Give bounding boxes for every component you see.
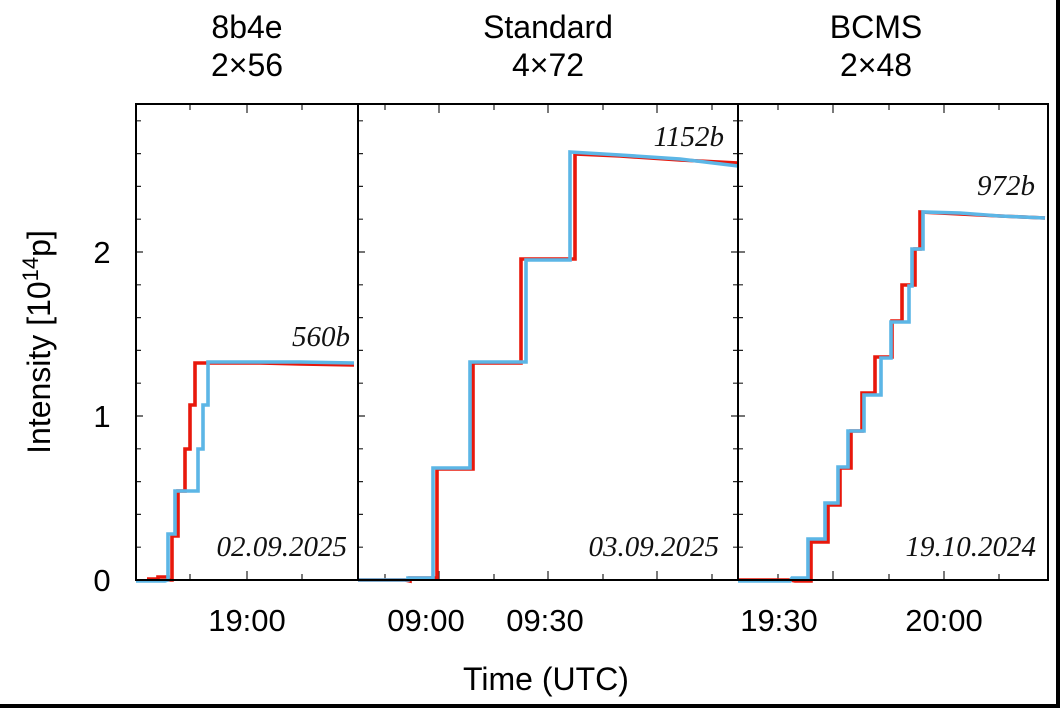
y-axis-label-end: p] <box>21 230 57 257</box>
panel-titles: 8b4e 2×56 Standard 4×72 BCMS 2×48 <box>211 9 922 83</box>
panel-3: 972b 19.10.2024 19:30 20:00 <box>737 103 1049 638</box>
y-tick-label-0: 0 <box>93 563 110 598</box>
panel-3-x-tick-label-1: 20:00 <box>905 603 983 638</box>
panel-2-x-tick-label-0: 09:00 <box>387 603 465 638</box>
panel-2-red-series <box>358 152 739 584</box>
panel-1-date-label: 02.09.2025 <box>217 531 348 563</box>
panel-2-date-label: 03.09.2025 <box>589 531 720 563</box>
panel-2-title-line2: 4×72 <box>512 47 584 83</box>
panel-1-title-line1: 8b4e <box>211 9 282 45</box>
panel-3-date-label: 19.10.2024 <box>906 531 1037 563</box>
panel-1: 560b 02.09.2025 19:00 <box>135 103 359 638</box>
panel-2-bunches-label: 1152b <box>654 121 724 153</box>
y-tick-label-2: 2 <box>93 235 110 270</box>
panel-3-red-series <box>738 210 1046 583</box>
y-axis-label: Intensity [1014p] <box>18 230 57 454</box>
panel-2-frame <box>357 103 739 581</box>
panel-1-ticks <box>136 104 303 580</box>
panel-2: 1152b 03.09.2025 09:00 09:30 <box>357 103 739 638</box>
panel-2-blue-series <box>358 150 739 582</box>
panel-3-blue-series <box>738 210 1046 583</box>
panel-3-x-tick-label-0: 19:30 <box>740 603 818 638</box>
panel-3-ticks <box>738 104 1000 580</box>
panel-2-ticks <box>358 104 738 580</box>
panel-3-frame <box>737 103 1049 581</box>
panel-2-title-line1: Standard <box>483 9 613 45</box>
y-tick-labels: 0 1 2 <box>93 235 110 598</box>
y-tick-label-1: 1 <box>93 399 110 434</box>
panel-1-title-line2: 2×56 <box>211 47 283 83</box>
panel-1-bunches-label: 560b <box>292 321 350 353</box>
x-axis-label: Time (UTC) <box>463 661 629 697</box>
panel-3-title-line1: BCMS <box>830 9 922 45</box>
panel-2-x-tick-label-1: 09:30 <box>506 603 584 638</box>
y-axis-label-main: Intensity [10 <box>21 281 57 454</box>
panel-1-x-tick-label-0: 19:00 <box>208 603 286 638</box>
panel-1-blue-series <box>136 360 355 583</box>
panel-3-bunches-label: 972b <box>977 170 1035 202</box>
figure-right-border <box>1056 0 1060 708</box>
y-axis-label-exponent: 14 <box>18 257 43 281</box>
panel-3-title-line2: 2×48 <box>840 47 912 83</box>
figure-bottom-border <box>0 704 1060 708</box>
